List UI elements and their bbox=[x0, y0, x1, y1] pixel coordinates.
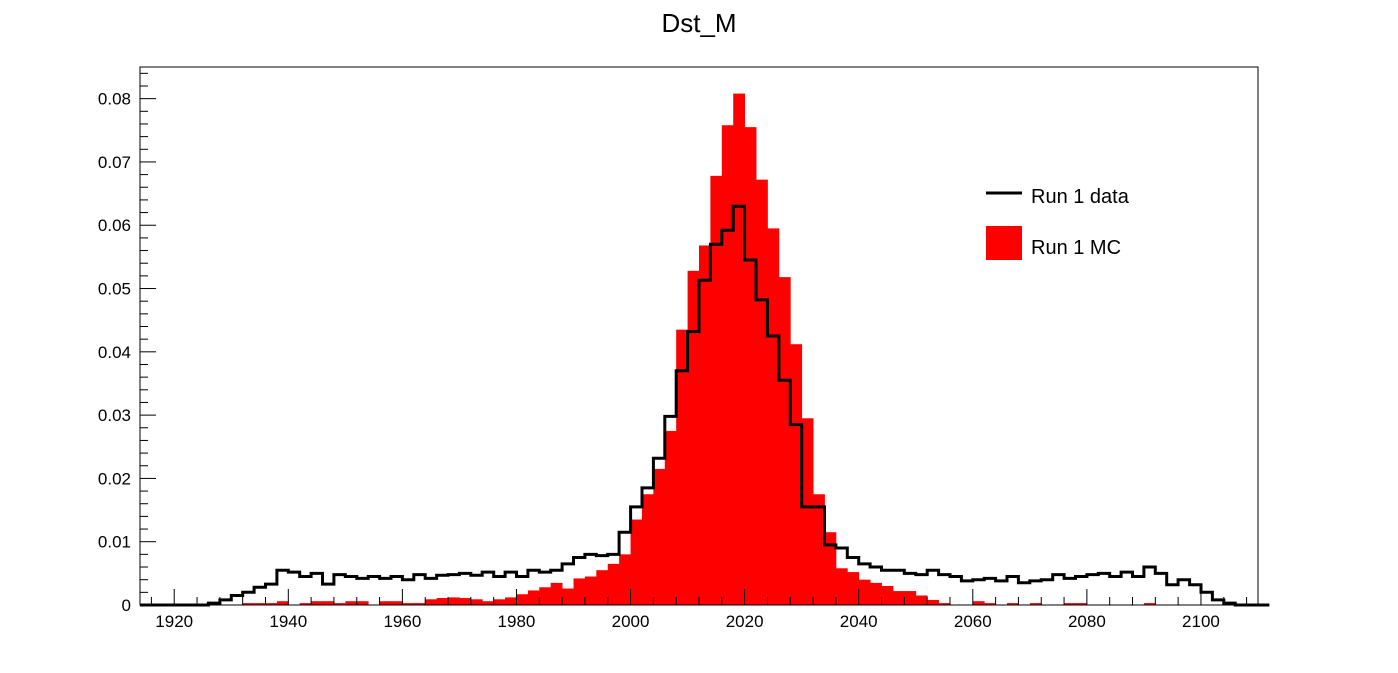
mc-bar bbox=[847, 572, 860, 605]
mc-bar bbox=[790, 344, 803, 605]
mc-bar bbox=[881, 586, 894, 605]
mc-bar bbox=[322, 601, 335, 605]
mc-bar bbox=[436, 598, 449, 605]
mc-bar bbox=[927, 599, 939, 605]
mc-bar bbox=[676, 329, 688, 605]
mc-bar bbox=[664, 430, 677, 605]
mc-bar bbox=[767, 228, 780, 605]
mc-bar bbox=[470, 599, 483, 605]
y-tick-label: 0.08 bbox=[98, 90, 131, 109]
mc-bar bbox=[607, 563, 620, 605]
mc-bar bbox=[516, 594, 529, 605]
mc-bar bbox=[733, 93, 746, 605]
legend-label-run1-data: Run 1 data bbox=[1031, 186, 1130, 208]
mc-bar bbox=[904, 591, 917, 605]
mc-bar bbox=[425, 599, 438, 605]
mc-bar bbox=[824, 532, 837, 605]
y-tick-label: 0.02 bbox=[98, 469, 131, 488]
mc-bar bbox=[687, 270, 700, 605]
x-tick-label: 1940 bbox=[269, 612, 307, 631]
mc-bar bbox=[493, 599, 506, 605]
mc-bar bbox=[254, 603, 266, 605]
mc-bar bbox=[242, 603, 255, 605]
mc-bar bbox=[744, 127, 757, 606]
mc-bar bbox=[858, 579, 871, 605]
mc-bar bbox=[299, 603, 312, 605]
mc-bar bbox=[459, 598, 472, 605]
mc-bar bbox=[801, 418, 814, 605]
mc-bar bbox=[562, 588, 574, 605]
mc-bar bbox=[984, 603, 997, 605]
mc-bar bbox=[630, 519, 643, 605]
mc-bar bbox=[448, 597, 460, 605]
mc-bar bbox=[1029, 603, 1042, 605]
mc-bar bbox=[539, 587, 552, 605]
y-tick-label: 0.01 bbox=[98, 533, 131, 552]
x-tick-label: 2040 bbox=[840, 612, 878, 631]
x-tick-label: 2020 bbox=[726, 612, 764, 631]
mc-bar bbox=[938, 603, 951, 605]
mc-bar bbox=[356, 601, 369, 605]
mc-bar bbox=[573, 578, 586, 605]
mc-bar bbox=[333, 603, 346, 605]
mc-bar bbox=[379, 601, 392, 605]
mc-bar bbox=[892, 591, 905, 605]
mc-bar bbox=[1007, 603, 1019, 605]
legend-swatch-run1-mc bbox=[986, 226, 1022, 260]
x-tick-label: 2100 bbox=[1182, 612, 1220, 631]
x-tick-label: 2000 bbox=[612, 612, 650, 631]
mc-bar bbox=[527, 590, 540, 605]
x-tick-label: 1920 bbox=[155, 612, 193, 631]
mc-bar bbox=[413, 603, 426, 605]
x-tick-label: 2060 bbox=[954, 612, 992, 631]
mc-bar bbox=[1064, 603, 1076, 605]
mc-bar bbox=[835, 568, 848, 605]
mc-bar bbox=[915, 595, 928, 605]
legend-label-run1-mc: Run 1 MC bbox=[1031, 237, 1121, 259]
mc-bar bbox=[265, 603, 278, 605]
mc-bar bbox=[619, 554, 631, 605]
mc-bar bbox=[870, 582, 882, 605]
y-tick-label: 0.06 bbox=[98, 216, 131, 235]
mc-bar bbox=[721, 125, 734, 605]
mc-bar bbox=[972, 601, 985, 605]
legend: Run 1 data Run 1 MC bbox=[986, 186, 1130, 260]
mc-bar bbox=[596, 570, 609, 605]
data-histogram-step-line bbox=[140, 204, 1270, 607]
x-tick-label: 2080 bbox=[1068, 612, 1106, 631]
mc-bar bbox=[482, 601, 495, 605]
mc-bar bbox=[710, 175, 723, 605]
mc-bar bbox=[390, 601, 403, 605]
mc-bar bbox=[641, 494, 654, 605]
y-tick-label: 0.07 bbox=[98, 153, 131, 172]
x-tick-label: 1960 bbox=[383, 612, 421, 631]
y-axis-tick-labels: 0 0.01 0.02 0.03 0.04 0.05 0.06 0.07 0.08 bbox=[98, 90, 131, 615]
mc-bar bbox=[505, 597, 517, 605]
chart-title: Dst_M bbox=[661, 8, 736, 38]
mc-bar bbox=[813, 494, 825, 605]
y-axis-ticks bbox=[140, 72, 156, 606]
mc-bar bbox=[584, 576, 597, 605]
mc-histogram-bars bbox=[242, 93, 1156, 606]
mc-bar bbox=[778, 277, 791, 605]
x-tick-label: 1980 bbox=[498, 612, 536, 631]
mc-bar bbox=[756, 179, 768, 606]
mc-bar bbox=[402, 603, 415, 605]
y-tick-label: 0.05 bbox=[98, 280, 131, 299]
y-tick-label: 0 bbox=[122, 596, 131, 615]
mc-bar bbox=[276, 601, 289, 605]
x-axis-tick-labels: 1920 1940 1960 1980 2000 2020 2040 2060 2080 2100 bbox=[155, 612, 1220, 631]
x-axis-ticks bbox=[150, 589, 1248, 605]
mc-bar bbox=[1143, 603, 1156, 605]
mc-bar bbox=[345, 601, 358, 605]
y-tick-label: 0.04 bbox=[98, 343, 131, 362]
mc-bar bbox=[653, 468, 666, 605]
mc-bar bbox=[1075, 603, 1088, 605]
mc-bar bbox=[550, 582, 563, 605]
y-tick-label: 0.03 bbox=[98, 406, 131, 425]
mc-bar bbox=[311, 601, 323, 605]
mc-bar bbox=[699, 245, 711, 605]
